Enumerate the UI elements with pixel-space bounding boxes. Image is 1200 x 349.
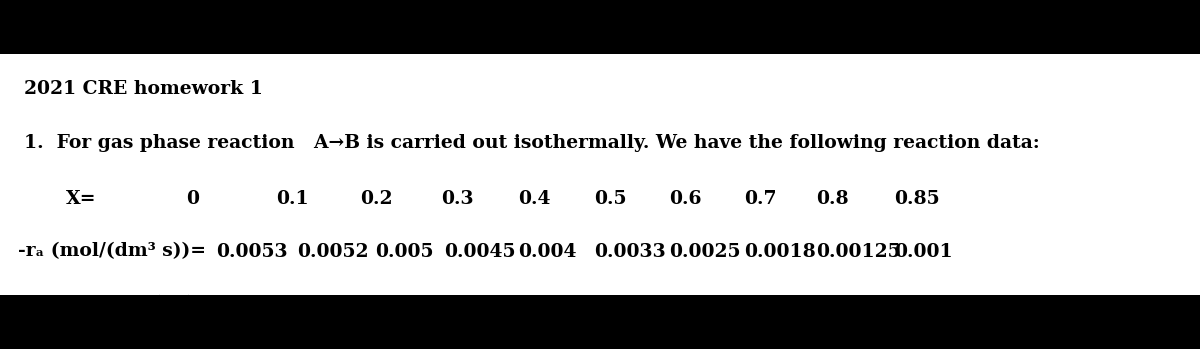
Text: 0.00125: 0.00125 [816, 243, 901, 261]
Text: 0.5: 0.5 [594, 190, 626, 208]
Text: 0.0033: 0.0033 [594, 243, 666, 261]
Text: 0.4: 0.4 [518, 190, 551, 208]
Text: 0.001: 0.001 [894, 243, 953, 261]
Text: -rₐ (mol/(dm³ s))=: -rₐ (mol/(dm³ s))= [18, 243, 206, 261]
Text: 1.  For gas phase reaction   A→B is carried out isothermally. We have the follow: 1. For gas phase reaction A→B is carried… [24, 134, 1039, 153]
Text: 0.0025: 0.0025 [670, 243, 742, 261]
Text: 0.85: 0.85 [894, 190, 940, 208]
Text: 0.0052: 0.0052 [298, 243, 370, 261]
Text: 0.005: 0.005 [376, 243, 434, 261]
Text: 0.1: 0.1 [276, 190, 308, 208]
Text: 0.6: 0.6 [670, 190, 702, 208]
Text: 0.3: 0.3 [442, 190, 474, 208]
Text: 0.7: 0.7 [744, 190, 776, 208]
Text: 1/(-rₐ)   vs.  X.: 1/(-rₐ) vs. X. [132, 295, 277, 313]
Text: 0.0053: 0.0053 [216, 243, 288, 261]
Text: Plot: Plot [72, 295, 114, 313]
Text: 0.0018: 0.0018 [744, 243, 816, 261]
Text: 0.0045: 0.0045 [444, 243, 516, 261]
Text: 2021 CRE homework 1: 2021 CRE homework 1 [24, 80, 263, 98]
Text: X=: X= [66, 190, 96, 208]
Text: 0.2: 0.2 [360, 190, 392, 208]
Text: 0: 0 [186, 190, 199, 208]
Text: 0.8: 0.8 [816, 190, 848, 208]
Text: 0.004: 0.004 [518, 243, 577, 261]
